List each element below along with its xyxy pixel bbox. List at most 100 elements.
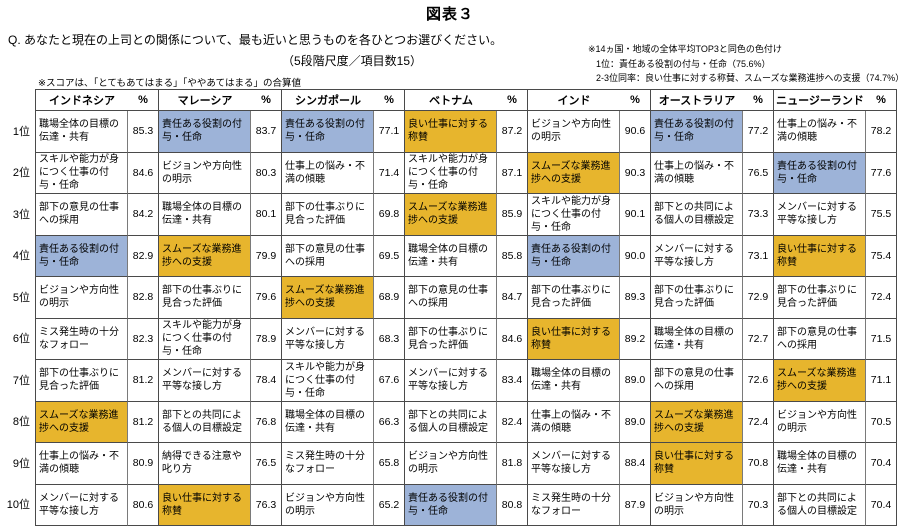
value-cell: 82.9 (128, 235, 159, 277)
item-cell: 部下の仕事ぶりに見合った評価 (528, 277, 620, 319)
country-name: シンガポール (295, 95, 361, 107)
value-cell: 78.4 (251, 360, 282, 402)
item-cell: 良い仕事に対する称賛 (774, 235, 866, 277)
value-cell: 68.9 (374, 277, 405, 319)
legend-line-2: 1位：責任ある役割の付与・任命（75.6%） (596, 58, 771, 69)
value-cell: 84.2 (128, 194, 159, 236)
item-cell: 職場全体の目標の伝達・共有 (159, 194, 251, 236)
value-cell: 70.5 (866, 401, 897, 443)
value-cell: 71.4 (374, 152, 405, 194)
item-cell: 部下の意見の仕事への採用 (651, 360, 743, 402)
percent-header: % (261, 94, 271, 106)
value-cell: 89.0 (620, 401, 651, 443)
rank-label: 9位 (12, 457, 30, 470)
item-cell: ビジョンや方向性の明示 (774, 401, 866, 443)
rank-header-spacer (0, 89, 33, 110)
rank-label: 4位 (12, 250, 30, 263)
value-cell: 85.3 (128, 111, 159, 153)
item-cell: スムーズな業務進捗への支援 (159, 235, 251, 277)
item-cell: 良い仕事に対する称賛 (159, 484, 251, 526)
value-cell: 90.1 (620, 194, 651, 236)
item-cell: メンバーに対する平等な接し方 (405, 360, 497, 402)
item-cell: スキルや能力が身につく仕事の付与・任命 (282, 360, 374, 402)
value-cell: 83.4 (497, 360, 528, 402)
item-cell: 仕事上の悩み・不満の傾聴 (528, 401, 620, 443)
value-cell: 85.9 (497, 194, 528, 236)
value-cell: 66.3 (374, 401, 405, 443)
value-cell: 80.3 (251, 152, 282, 194)
value-cell: 72.4 (866, 277, 897, 319)
value-cell: 82.4 (497, 401, 528, 443)
country-header: オーストラリア% (651, 90, 774, 111)
value-cell: 85.8 (497, 235, 528, 277)
item-cell: 良い仕事に対する称賛 (528, 318, 620, 360)
scale-subtitle: （5段階尺度／項目数15） (282, 54, 423, 68)
country-header: インドネシア% (36, 90, 159, 111)
value-cell: 76.3 (251, 484, 282, 526)
item-cell: ビジョンや方向性の明示 (651, 484, 743, 526)
item-cell: 職場全体の目標の伝達・共有 (405, 235, 497, 277)
item-cell: 責任ある役割の付与・任命 (774, 152, 866, 194)
item-cell: 部下の仕事ぶりに見合った評価 (774, 277, 866, 319)
percent-header: % (507, 94, 517, 106)
value-cell: 77.1 (374, 111, 405, 153)
rank-label: 3位 (12, 208, 30, 221)
country-name: ニュージーランド (776, 95, 864, 107)
value-cell: 73.3 (743, 194, 774, 236)
item-cell: スムーズな業務進捗への支援 (528, 152, 620, 194)
item-cell: 仕事上の悩み・不満の傾聴 (651, 152, 743, 194)
value-cell: 71.1 (866, 360, 897, 402)
item-cell: スムーズな業務進捗への支援 (651, 401, 743, 443)
item-cell: 職場全体の目標の伝達・共有 (528, 360, 620, 402)
item-cell: ミス発生時の十分なフォロー (528, 484, 620, 526)
item-cell: 良い仕事に対する称賛 (651, 443, 743, 485)
value-cell: 84.6 (128, 152, 159, 194)
value-cell: 80.1 (251, 194, 282, 236)
item-cell: ビジョンや方向性の明示 (159, 152, 251, 194)
country-name: ベトナム (429, 95, 473, 107)
item-cell: 良い仕事に対する称賛 (405, 111, 497, 153)
value-cell: 88.4 (620, 443, 651, 485)
value-cell: 70.3 (743, 484, 774, 526)
country-name: マレーシア (177, 95, 233, 107)
value-cell: 69.8 (374, 194, 405, 236)
value-cell: 65.8 (374, 443, 405, 485)
item-cell: 部下の仕事ぶりに見合った評価 (36, 360, 128, 402)
rank-label: 1位 (12, 125, 30, 138)
item-cell: メンバーに対する平等な接し方 (282, 318, 374, 360)
value-cell: 75.5 (866, 194, 897, 236)
value-cell: 77.6 (866, 152, 897, 194)
item-cell: 仕事上の悩み・不満の傾聴 (774, 111, 866, 153)
percent-header: % (753, 94, 763, 106)
item-cell: 責任ある役割の付与・任命 (282, 111, 374, 153)
value-cell: 70.4 (866, 443, 897, 485)
item-cell: メンバーに対する平等な接し方 (159, 360, 251, 402)
item-cell: 部下の仕事ぶりに見合った評価 (159, 277, 251, 319)
value-cell: 84.6 (497, 318, 528, 360)
item-cell: 責任ある役割の付与・任命 (528, 235, 620, 277)
item-cell: 職場全体の目標の伝達・共有 (651, 318, 743, 360)
item-cell: 部下の仕事ぶりに見合った評価 (651, 277, 743, 319)
percent-header: % (138, 94, 148, 106)
value-cell: 81.2 (128, 360, 159, 402)
item-cell: ミス発生時の十分なフォロー (282, 443, 374, 485)
value-cell: 71.5 (866, 318, 897, 360)
value-cell: 72.6 (743, 360, 774, 402)
value-cell: 78.9 (251, 318, 282, 360)
value-cell: 79.9 (251, 235, 282, 277)
country-name: インド (557, 95, 591, 107)
value-cell: 87.9 (620, 484, 651, 526)
item-cell: スキルや能力が身につく仕事の付与・任命 (159, 318, 251, 360)
item-cell: スキルや能力が身につく仕事の付与・任命 (528, 194, 620, 236)
item-cell: 責任ある役割の付与・任命 (405, 484, 497, 526)
ranking-table: インドネシア% マレーシア% シンガポール% ベトナム% インド% オーストラリア% ニュー… (35, 89, 897, 526)
rank-label: 7位 (12, 374, 30, 387)
value-cell: 72.4 (743, 401, 774, 443)
item-cell: 部下との共同による個人の目標設定 (159, 401, 251, 443)
rank-label: 5位 (12, 291, 30, 304)
rank-label: 8位 (12, 416, 30, 429)
item-cell: メンバーに対する平等な接し方 (774, 194, 866, 236)
value-cell: 73.1 (743, 235, 774, 277)
country-header: インド% (528, 90, 651, 111)
rank-label: 6位 (12, 333, 30, 346)
